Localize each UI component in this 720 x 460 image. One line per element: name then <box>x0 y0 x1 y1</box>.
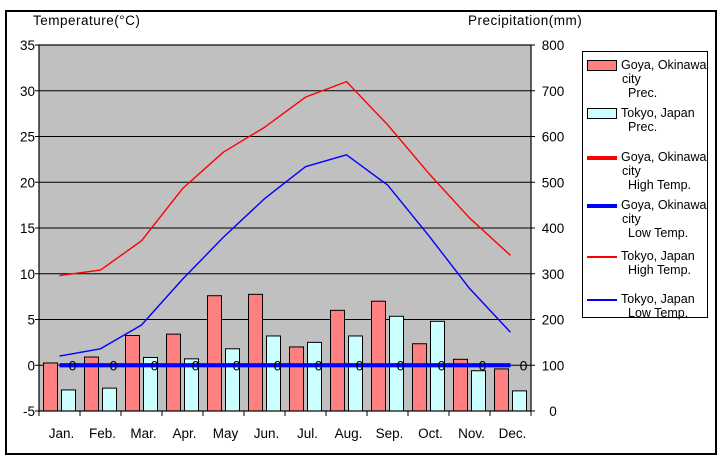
temp-tick-label: -5 <box>23 404 35 419</box>
month-label: Nov. <box>458 426 485 441</box>
month-label: Jun. <box>254 426 280 441</box>
month-label: Jul. <box>297 426 318 441</box>
month-label: Apr. <box>172 426 196 441</box>
chart-legend: Goya, Okinawa city Prec. Tokyo, Japan Pr… <box>582 51 708 320</box>
temp-tick-label: 0 <box>27 358 35 373</box>
month-label: Sep. <box>376 426 404 441</box>
legend-label: Goya, Okinawa <box>621 150 707 164</box>
legend-entry-tokyo-high: Tokyo, Japan High Temp. <box>587 249 707 277</box>
legend-entry-goya-high: Goya, Okinawa city High Temp. <box>587 150 707 192</box>
zero-data-label: 0 <box>233 357 241 373</box>
legend-label: city <box>622 212 641 226</box>
bar-goya-prec <box>371 300 386 412</box>
zero-data-label: 0 <box>356 357 364 373</box>
temp-tick-label: 15 <box>20 221 35 236</box>
legend-entry-tokyo-prec: Tokyo, Japan Prec. <box>587 106 707 134</box>
bar-tokyo-prec <box>61 389 76 412</box>
legend-label: Tokyo, Japan <box>621 106 695 120</box>
legend-label: Prec. <box>628 120 658 134</box>
zero-data-label: 0 <box>397 357 405 373</box>
bar-goya-prec <box>207 295 222 412</box>
precip-tick-label: 500 <box>542 175 565 190</box>
legend-label: city <box>622 164 641 178</box>
zero-data-label: 0 <box>110 357 118 373</box>
bar-goya-prec <box>289 346 304 412</box>
legend-label: Low Temp. <box>628 226 689 240</box>
legend-label: High Temp. <box>628 263 691 277</box>
bar-tokyo-prec <box>348 335 363 412</box>
image-frame <box>5 10 717 455</box>
legend-label: Goya, Okinawa <box>621 198 707 212</box>
temp-tick-label: 35 <box>20 38 35 53</box>
month-label: Jan. <box>49 426 75 441</box>
line-tokyo-low-temp <box>59 154 512 357</box>
goya-high-swatch <box>587 156 617 160</box>
bar-goya-prec <box>43 362 58 412</box>
legend-label: Prec. <box>628 86 658 100</box>
bar-goya-prec <box>166 333 181 412</box>
month-label: Feb. <box>89 426 116 441</box>
month-label: Dec. <box>499 426 527 441</box>
month-label: Aug. <box>335 426 363 441</box>
temp-tick-label: 5 <box>27 313 35 328</box>
legend-label: Goya, Okinawa <box>621 58 707 72</box>
bar-goya-prec <box>330 309 345 412</box>
precip-tick-label: 700 <box>542 84 565 99</box>
line-tokyo-high-temp <box>59 80 511 277</box>
bar-tokyo-prec <box>307 341 322 412</box>
precip-tick-label: 600 <box>542 130 565 145</box>
goya-low-swatch <box>587 204 617 208</box>
zero-data-label: 0 <box>479 357 487 373</box>
legend-entry-tokyo-low: Tokyo, Japan Low Temp. <box>587 292 707 320</box>
bar-goya-prec <box>248 293 263 412</box>
tokyo-low-swatch <box>587 299 617 301</box>
precip-tick-label: 0 <box>549 404 557 419</box>
temperature-axis-title: Temperature(°C) <box>33 13 141 28</box>
legend-entry-goya-low: Goya, Okinawa city Low Temp. <box>587 198 707 240</box>
precip-tick-label: 800 <box>542 38 565 53</box>
legend-label: Tokyo, Japan <box>621 292 695 306</box>
bar-tokyo-prec <box>266 335 281 412</box>
temp-tick-label: 10 <box>20 267 35 282</box>
zero-data-label: 0 <box>438 357 446 373</box>
temp-tick-label: 30 <box>20 84 35 99</box>
zero-data-label: 0 <box>192 357 200 373</box>
tokyo-high-swatch <box>587 256 617 258</box>
month-label: Mar. <box>130 426 156 441</box>
bar-tokyo-prec <box>471 370 486 412</box>
legend-label: High Temp. <box>628 178 691 192</box>
legend-label: Tokyo, Japan <box>621 249 695 263</box>
zero-data-label: 0 <box>69 357 77 373</box>
precipitation-axis-title: Precipitation(mm) <box>468 13 583 28</box>
zero-data-label: 0 <box>151 357 159 373</box>
month-label: May <box>213 426 239 441</box>
temp-tick-label: 20 <box>20 175 35 190</box>
zero-data-label: 0 <box>520 357 528 373</box>
bar-tokyo-prec <box>512 390 527 412</box>
zero-data-label: 0 <box>315 357 323 373</box>
tokyo-prec-swatch <box>587 108 617 119</box>
legend-label: Low Temp. <box>628 306 689 320</box>
goya-prec-swatch <box>587 60 617 71</box>
month-label: Oct. <box>418 426 443 441</box>
precip-tick-label: 200 <box>542 313 565 328</box>
bar-goya-prec <box>494 368 509 412</box>
legend-entry-goya-prec: Goya, Okinawa city Prec. <box>587 58 707 100</box>
temp-tick-label: 25 <box>20 130 35 145</box>
bar-goya-prec <box>412 343 427 412</box>
bar-tokyo-prec <box>102 387 117 412</box>
precip-tick-label: 100 <box>542 358 565 373</box>
zero-data-label: 0 <box>274 357 282 373</box>
legend-label: city <box>622 72 641 86</box>
bar-goya-prec <box>125 335 140 412</box>
precip-tick-label: 400 <box>542 221 565 236</box>
precip-tick-label: 300 <box>542 267 565 282</box>
